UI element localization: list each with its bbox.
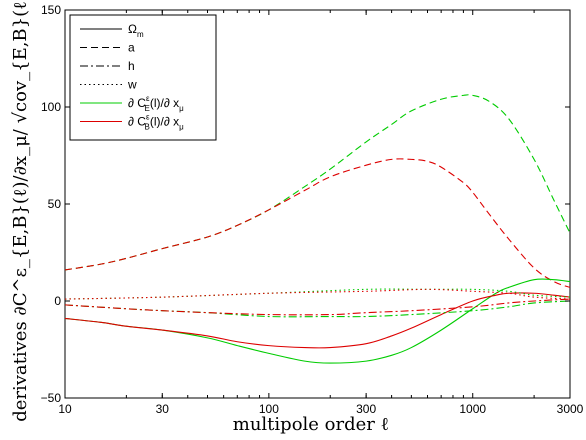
series-line-a-b xyxy=(64,158,571,288)
x-tick-label: 10 xyxy=(58,402,72,416)
y-tick-label: 150 xyxy=(41,3,61,17)
legend-entry-label: w xyxy=(127,78,137,92)
x-tick-label: 1000 xyxy=(459,402,486,416)
x-tick-label: 3000 xyxy=(557,402,584,416)
y-tick-label: −50 xyxy=(41,391,62,405)
legend-entry-label: Ωm xyxy=(128,22,144,39)
y-tick-label: 0 xyxy=(54,294,61,308)
series-layer xyxy=(64,94,571,364)
ticks-layer: 10 30 100 300 1000 3000 −50 0 50 100 150 xyxy=(41,3,584,416)
x-axis-label: multipole order ℓ xyxy=(233,414,389,435)
y-tick-label: 100 xyxy=(41,100,61,114)
legend-entry-label: h xyxy=(128,59,135,73)
legend-entry-label: ∂ Cε E(l)/∂ xμ xyxy=(128,94,184,113)
legend: Ωm ahw ∂ Cε E(l)/∂ xμ∂ Cε B(l)/∂ xμ xyxy=(69,14,217,141)
y-axis-label: derivatives ∂C^ε_{E,B}(ℓ)/∂x_μ/ √cov_{E,… xyxy=(10,0,31,422)
x-tick-label: 30 xyxy=(156,402,170,416)
series-line-omega-m-b xyxy=(64,292,571,349)
series-line-h-b xyxy=(64,298,571,316)
x-tick-label: 300 xyxy=(356,402,376,416)
legend-box xyxy=(69,14,217,141)
legend-entry-label: ∂ Cε B(l)/∂ xμ xyxy=(128,113,184,132)
legend-entry-label: a xyxy=(128,41,135,55)
y-tick-label: 50 xyxy=(48,197,62,211)
series-line-h-e xyxy=(64,300,571,318)
x-tick-label: 100 xyxy=(259,402,279,416)
